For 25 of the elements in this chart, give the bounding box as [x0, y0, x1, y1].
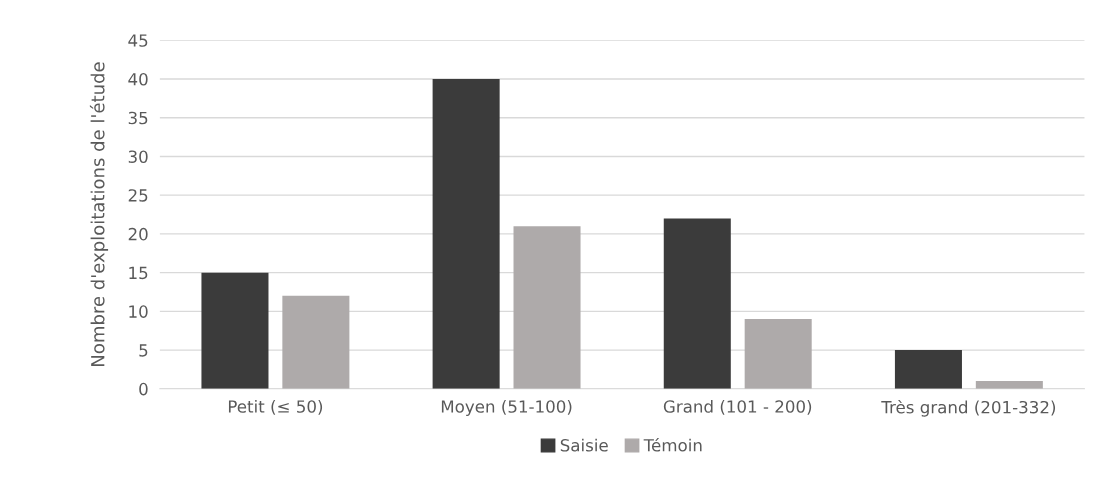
y-tick-label: 5: [139, 344, 148, 357]
y-tick-label: 10: [129, 305, 148, 318]
bar: [894, 350, 962, 389]
legend-label: Saisie: [560, 438, 608, 452]
x-tick-label: Petit (≤ 50): [228, 399, 323, 415]
y-tick-label: 45: [128, 34, 148, 47]
bar: [201, 272, 269, 389]
bar: [513, 226, 581, 389]
y-tick-label: 0: [139, 382, 148, 396]
y-tick-label: 15: [129, 266, 148, 280]
x-tick-label: Moyen (51-100): [441, 399, 572, 417]
bar: [432, 78, 500, 389]
x-tick-label: Grand (101 - 200): [663, 399, 812, 415]
bar: [663, 218, 731, 389]
y-tick-label: 25: [128, 189, 148, 202]
y-tick-label: 30: [128, 150, 148, 163]
bar: [744, 319, 812, 389]
y-tick-label: 20: [128, 227, 148, 241]
y-axis-title: Nombre d'exploitations de l'étude: [89, 62, 109, 366]
x-tick-label: Très grand (201-332): [881, 399, 1056, 417]
bar: [975, 381, 1043, 389]
bar: [282, 295, 350, 389]
y-tick-label: 40: [128, 72, 148, 86]
y-tick-label: 35: [128, 111, 148, 125]
legend-label: Témoin: [643, 438, 702, 452]
